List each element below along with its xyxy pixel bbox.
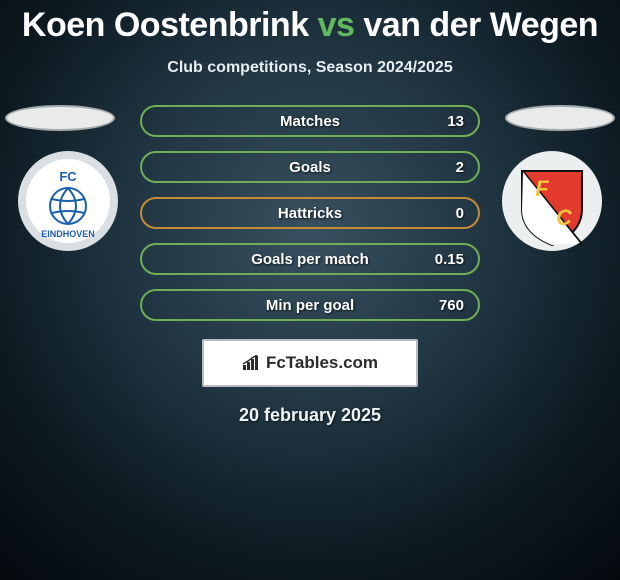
stat-right-value: 2: [456, 159, 464, 176]
stat-row-matches: Matches 13: [140, 105, 480, 137]
stat-row-hattricks: Hattricks 0: [140, 197, 480, 229]
page-title: Koen Oostenbrink vs van der Wegen: [0, 6, 620, 45]
club-logo-right: F C: [502, 151, 602, 251]
stat-label: Min per goal: [266, 297, 354, 314]
date-label: 20 february 2025: [0, 405, 620, 426]
club-left-text-bottom: EINDHOVEN: [41, 229, 95, 239]
subtitle: Club competitions, Season 2024/2025: [0, 59, 620, 77]
stat-right-value: 13: [447, 113, 464, 130]
main-container: Koen Oostenbrink vs van der Wegen Club c…: [0, 0, 620, 580]
stat-right-value: 0: [456, 205, 464, 222]
stat-row-goals-per-match: Goals per match 0.15: [140, 243, 480, 275]
chart-icon: [242, 355, 262, 371]
player2-platform: [505, 105, 615, 131]
stats-rows: Matches 13 Goals 2 Hattricks 0 Goals per…: [140, 105, 480, 321]
club-right-letter-c: C: [556, 205, 573, 230]
stat-label: Matches: [280, 113, 340, 130]
stat-right-value: 0.15: [435, 251, 464, 268]
stat-row-min-per-goal: Min per goal 760: [140, 289, 480, 321]
club-logo-left: FC EINDHOVEN: [18, 151, 118, 251]
stat-row-goals: Goals 2: [140, 151, 480, 183]
brand-text: FcTables.com: [266, 353, 378, 373]
player1-name: Koen Oostenbrink: [22, 6, 309, 44]
stats-stage: FC EINDHOVEN F C Matches 13: [0, 105, 620, 426]
club-left-text-top: FC: [59, 169, 77, 184]
club-right-letter-f: F: [535, 176, 549, 201]
brand-badge: FcTables.com: [202, 339, 418, 387]
stat-label: Goals per match: [251, 251, 369, 268]
utrecht-logo-icon: F C: [502, 151, 602, 251]
stat-right-value: 760: [439, 297, 464, 314]
stat-label: Goals: [289, 159, 331, 176]
player2-name: van der Wegen: [363, 6, 598, 44]
eindhoven-logo-icon: FC EINDHOVEN: [18, 151, 118, 251]
player1-platform: [5, 105, 115, 131]
stat-label: Hattricks: [278, 205, 342, 222]
vs-label: vs: [318, 6, 355, 44]
